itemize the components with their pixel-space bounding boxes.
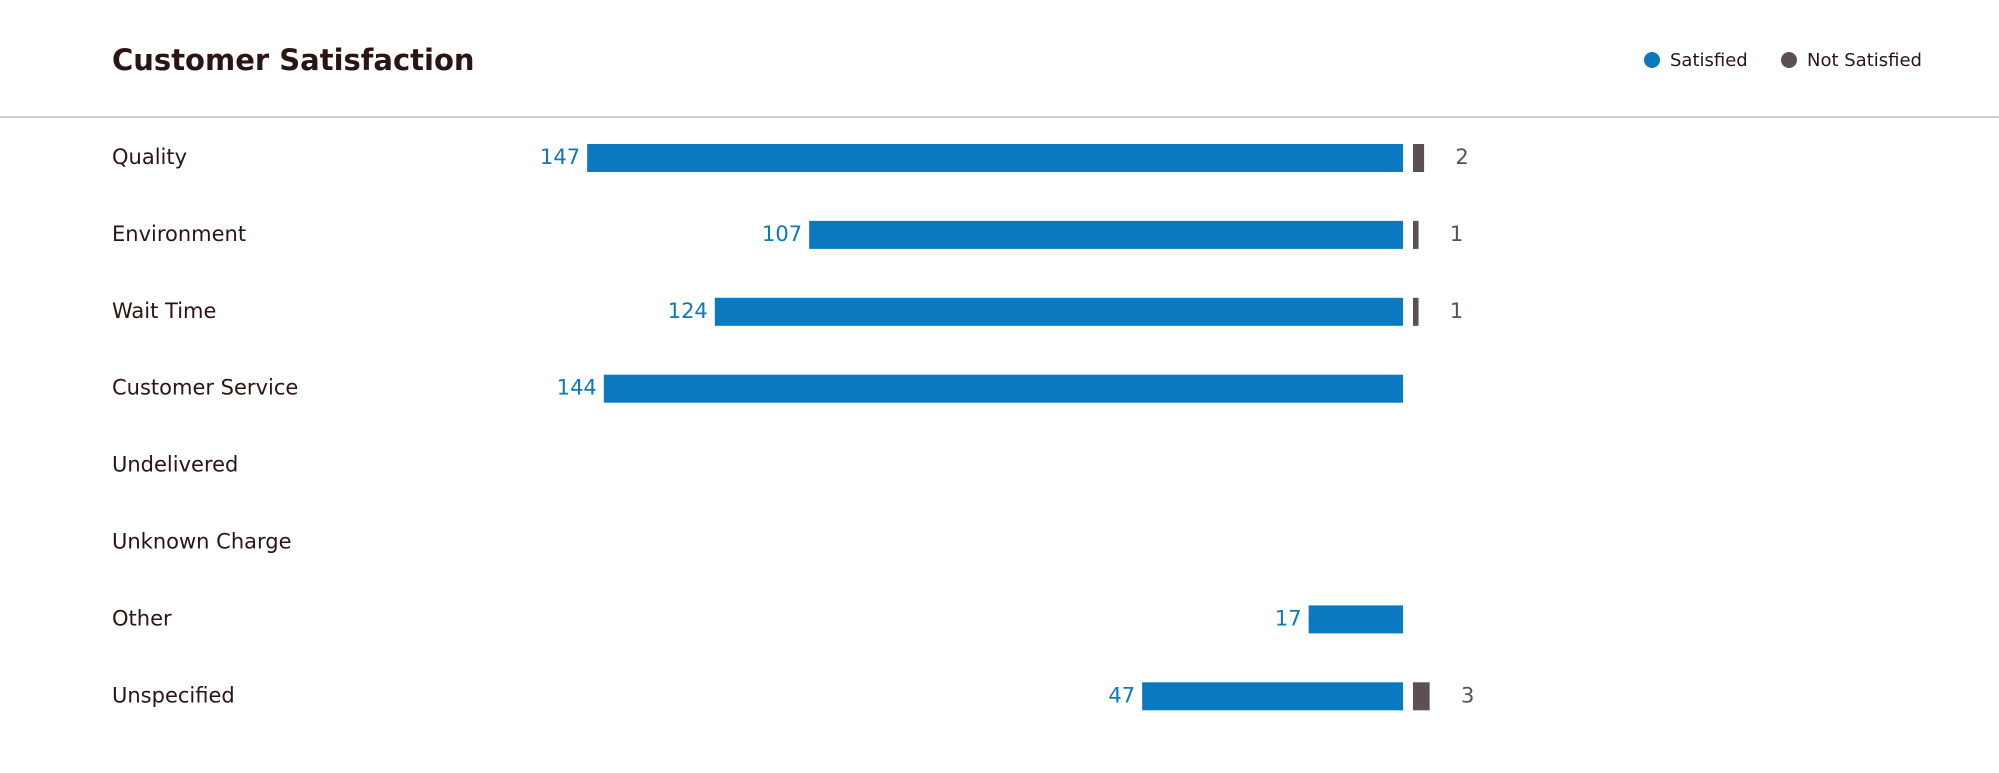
legend-label: Not Satisfied xyxy=(1807,50,1922,71)
legend-swatch xyxy=(1781,52,1797,68)
category-label: Wait Time xyxy=(112,299,216,323)
value-label: 124 xyxy=(668,299,708,323)
value-label: 2 xyxy=(1455,145,1468,169)
bar xyxy=(603,374,1403,403)
bar xyxy=(1413,297,1419,326)
legend-label: Satisfied xyxy=(1670,50,1748,71)
bar xyxy=(714,297,1403,326)
category-label: Quality xyxy=(112,145,187,169)
bar xyxy=(1142,682,1403,711)
legend-swatch xyxy=(1644,52,1660,68)
bar xyxy=(1413,682,1430,711)
category-label: Customer Service xyxy=(112,376,298,400)
value-label: 47 xyxy=(1108,683,1135,707)
chart-title: Customer Satisfaction xyxy=(112,43,475,77)
bar xyxy=(1413,144,1425,172)
category-label: Environment xyxy=(112,222,246,246)
category-label: Other xyxy=(112,606,172,630)
value-label: 3 xyxy=(1461,683,1474,707)
bar xyxy=(1413,220,1419,249)
value-label: 1 xyxy=(1450,222,1463,246)
value-label: 1 xyxy=(1450,299,1463,323)
bar xyxy=(1308,605,1403,634)
bar xyxy=(587,144,1403,172)
value-label: 144 xyxy=(557,376,597,400)
bar xyxy=(809,220,1403,249)
category-label: Unspecified xyxy=(112,683,235,707)
value-label: 107 xyxy=(762,222,802,246)
category-label: Undelivered xyxy=(112,453,238,477)
value-label: 17 xyxy=(1275,606,1302,630)
category-label: Unknown Charge xyxy=(112,530,292,554)
value-label: 147 xyxy=(540,145,580,169)
header-divider xyxy=(0,116,1999,119)
